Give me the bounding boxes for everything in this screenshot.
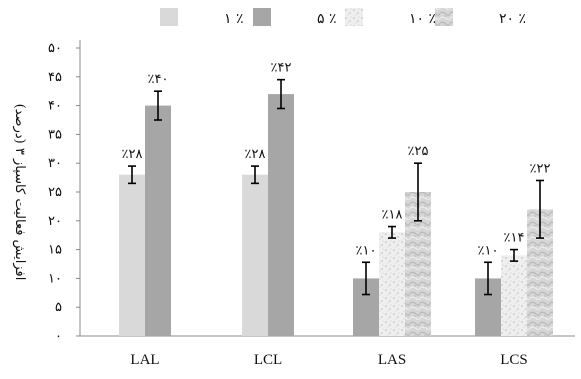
legend-swatch-2 bbox=[253, 8, 271, 26]
y-tick-label: ۵۰ bbox=[48, 41, 62, 56]
bars-group bbox=[119, 78, 553, 336]
legend-label-3: ٪ ۱۰ bbox=[409, 11, 436, 27]
y-tick-label: ۱۵ bbox=[48, 243, 62, 258]
legend-label-2: ٪ ۵ bbox=[317, 11, 337, 27]
data-labels-group: ٪۲۸ ٪۴۰ ٪۲۸ ٪۴۲ ٪۱۰ ٪۱۸ ٪۲۵ ٪۱۰ ٪۱۴ ٪۲۲ bbox=[122, 61, 551, 259]
data-label: ٪۲۸ bbox=[245, 147, 266, 162]
data-label: ٪۱۰ bbox=[478, 243, 499, 258]
y-tick-label: ۳۰ bbox=[48, 156, 62, 171]
bar bbox=[119, 174, 145, 336]
x-category-label: LCL bbox=[254, 352, 282, 368]
y-axis-title: افزایش فعالیت کاسپاز ۳ (درصد) bbox=[12, 104, 27, 281]
y-tick-label: ۰ bbox=[55, 329, 62, 344]
y-tick-label: ۲۵ bbox=[48, 185, 62, 200]
y-tick-label: ۱۰ bbox=[48, 271, 62, 286]
legend-swatch-1 bbox=[160, 8, 178, 26]
y-tick-label: ۲۰ bbox=[48, 214, 62, 229]
y-tick-label: ۳۵ bbox=[48, 127, 62, 142]
data-label: ٪۴۲ bbox=[271, 61, 292, 76]
legend: ٪ ۱ ٪ ۵ ٪ ۱۰ ٪ ۲۰ bbox=[160, 8, 526, 27]
bar bbox=[242, 174, 268, 336]
axes: ۰ ۵ ۱۰ ۱۵ ۲۰ ۲۵ ۳۰ ۳۵ ۴۰ ۴۵ ۵۰ افزایش فعالیت کاسپاز… bbox=[12, 40, 575, 368]
bar bbox=[268, 94, 294, 336]
data-label: ٪۱۸ bbox=[382, 208, 403, 223]
data-label: ٪۲۵ bbox=[408, 144, 429, 159]
data-label: ٪۲۸ bbox=[122, 147, 143, 162]
bar bbox=[145, 105, 171, 336]
x-category-label: LAS bbox=[378, 352, 406, 368]
y-tick-label: ۵ bbox=[55, 300, 62, 315]
legend-swatch-4 bbox=[435, 8, 453, 26]
legend-swatch-3 bbox=[345, 8, 363, 26]
bar bbox=[379, 232, 405, 336]
x-category-label: LAL bbox=[130, 352, 159, 368]
y-tick-label: ۴۰ bbox=[48, 99, 62, 114]
x-category-label: LCS bbox=[500, 352, 528, 368]
legend-label-1: ٪ ۱ bbox=[224, 11, 244, 27]
y-tick-label: ۴۵ bbox=[48, 70, 62, 85]
data-label: ٪۲۲ bbox=[530, 161, 551, 176]
legend-label-4: ٪ ۲۰ bbox=[499, 11, 526, 27]
bar bbox=[501, 255, 527, 336]
data-label: ٪۴۰ bbox=[148, 72, 169, 87]
data-label: ٪۱۰ bbox=[356, 243, 377, 258]
data-label: ٪۱۴ bbox=[504, 231, 525, 246]
